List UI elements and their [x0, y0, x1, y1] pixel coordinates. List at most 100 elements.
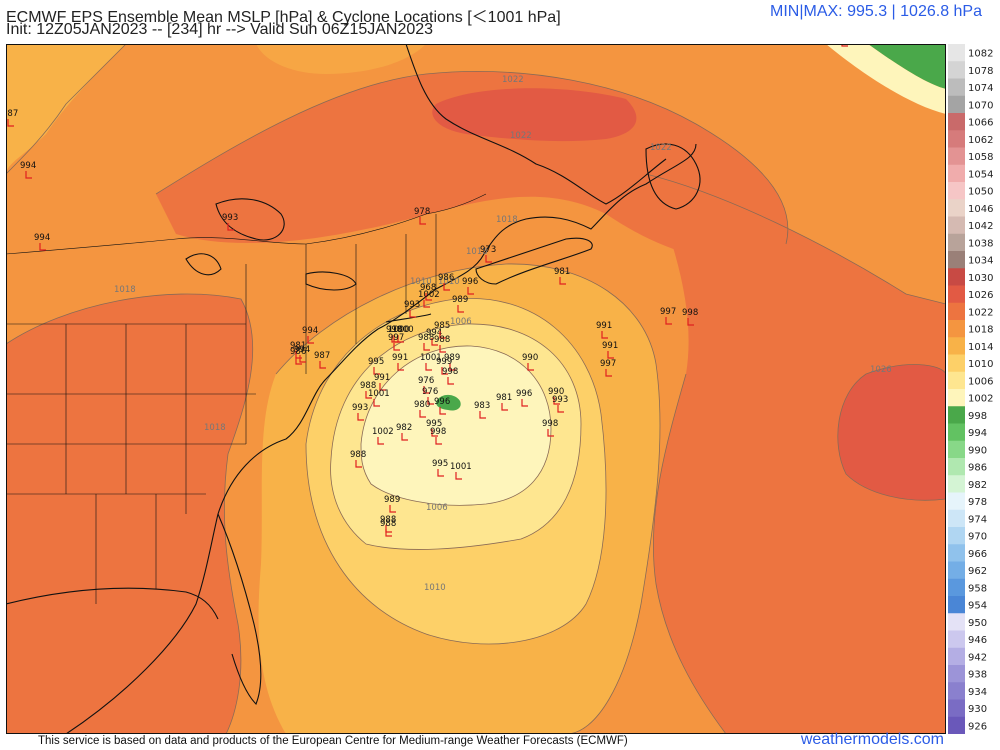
cyclone-marker: 981 [496, 393, 512, 411]
low-marker-icon [379, 383, 386, 391]
cyclone-pressure-label: 994 [426, 328, 442, 338]
low-marker-icon [527, 363, 534, 371]
cyclone-marker: 988 [350, 450, 366, 468]
low-marker-icon [419, 410, 426, 418]
colorbar-label: 1046 [968, 204, 993, 215]
low-marker-icon [307, 336, 314, 344]
low-marker-icon [439, 331, 446, 339]
cyclone-pressure-label: 987 [314, 351, 330, 361]
low-marker-icon [427, 397, 434, 405]
cyclone-marker: 980 [414, 400, 430, 418]
band-1022-east [646, 174, 946, 734]
cyclone-pressure-label: 989 [444, 353, 460, 363]
low-marker-icon [447, 377, 454, 385]
newfoundland [645, 143, 701, 210]
low-marker-icon [373, 399, 380, 407]
low-marker-icon [295, 357, 302, 365]
colorbar-swatch [948, 665, 965, 683]
attribution-text: This service is based on data and produc… [38, 735, 628, 747]
cyclone-marker: 988 [380, 519, 396, 537]
colorbar-label: 930 [968, 704, 987, 715]
low-marker-icon [547, 429, 554, 437]
cyclone-pressure-label: 988 [380, 519, 396, 529]
colorbar-label: 958 [968, 583, 987, 594]
colorbar-label: 1022 [968, 307, 993, 318]
band-998 [436, 394, 461, 411]
cyclone-marker: 994 [34, 233, 50, 251]
colorbar-swatch [948, 337, 965, 355]
cyclone-pressure-label: 1001 [420, 353, 442, 363]
low-marker-icon [439, 407, 446, 415]
colorbar-swatch [948, 320, 965, 338]
nova-scotia [475, 237, 593, 285]
cyclone-marker: 997 [600, 359, 616, 377]
low-marker-icon [39, 243, 46, 251]
cyclone-pressure-label: 989 [452, 295, 468, 305]
low-marker-icon [397, 363, 404, 371]
cyclone-pressure-label: 1001 [450, 462, 472, 472]
cyclone-marker: 998 [542, 419, 558, 437]
cyclone-pressure-label: 994 [34, 233, 50, 243]
cyclone-marker: 991 [374, 373, 390, 391]
colorbar-label: 1082 [968, 49, 993, 60]
florida-coast [217, 513, 262, 705]
cyclone-marker: 987 [314, 351, 330, 369]
cyclone-markers: 9569879949949939789739819869969689891002… [6, 44, 848, 537]
cyclone-marker: 983 [474, 401, 490, 419]
colorbar-label: 1074 [968, 83, 993, 94]
band-1014-nw [6, 44, 126, 174]
low-marker-icon [25, 171, 32, 179]
cyclone-pressure-label: 991 [374, 373, 390, 383]
cyclone-pressure-label: 989 [384, 495, 400, 505]
colorbar-label: 994 [968, 428, 987, 439]
colorbar-swatch [948, 647, 965, 666]
low-marker-icon [377, 437, 384, 445]
colorbar-swatch [948, 613, 965, 631]
cyclone-marker: 999 [436, 357, 452, 375]
cyclone-pressure-label: 988 [350, 450, 366, 460]
colorbar-swatch [948, 527, 965, 545]
cyclone-pressure-label: 994 [20, 161, 36, 171]
low-marker-icon [373, 367, 380, 375]
cyclone-pressure-label: 982 [396, 423, 412, 433]
contour-label: 1006 [426, 503, 448, 513]
colorbar-label: 1042 [968, 221, 993, 232]
colorbar-swatch [948, 406, 965, 424]
low-marker-icon [7, 119, 14, 127]
low-marker-icon [439, 345, 446, 353]
low-marker-icon [357, 413, 364, 421]
low-marker-icon [355, 460, 362, 468]
colorbar-label: 1010 [968, 359, 993, 370]
cyclone-pressure-label: 997 [660, 307, 676, 317]
colorbar-label: 974 [968, 514, 987, 525]
band-1026-north [432, 88, 637, 142]
cyclone-marker: 993 [222, 213, 238, 231]
contour-label: 1010 [438, 277, 460, 287]
cyclone-pressure-label: 983 [474, 401, 490, 411]
colorbar-swatch [948, 561, 965, 580]
colorbar-label: 1018 [968, 325, 993, 336]
cyclone-marker: 976 [422, 387, 438, 405]
colorbar-label: 946 [968, 635, 987, 646]
chart-title: ECMWF EPS Ensemble Mean MSLP [hPa] & Cyc… [6, 9, 561, 26]
cyclone-marker: 998 [442, 367, 458, 385]
pressure-colorbar: 1082 1078 1074 1070 1066 1062 1058 1054 1050 1046… [948, 44, 993, 734]
low-marker-icon [365, 391, 372, 399]
colorbar-swatch [948, 630, 965, 649]
colorbar-swatch [948, 578, 965, 597]
cyclone-marker: 989 [444, 353, 460, 371]
cyclone-pressure-label: 988 [434, 335, 450, 345]
brand-link[interactable]: weathermodels.com [800, 731, 944, 748]
colorbar-label: 962 [968, 566, 987, 577]
low-marker-icon [485, 255, 492, 263]
canada-coast [405, 44, 667, 205]
cyclone-marker: 989 [452, 295, 468, 313]
cyclone-marker: 982 [396, 423, 412, 441]
cyclone-marker: 1000 [392, 325, 414, 343]
colorbar-label: 982 [968, 480, 987, 491]
low-marker-icon [401, 433, 408, 441]
low-marker-icon [431, 429, 438, 437]
cyclone-pressure-label: 1002 [372, 427, 394, 437]
low-marker-icon [319, 361, 326, 369]
cyclone-pressure-label: 1002 [418, 290, 440, 300]
